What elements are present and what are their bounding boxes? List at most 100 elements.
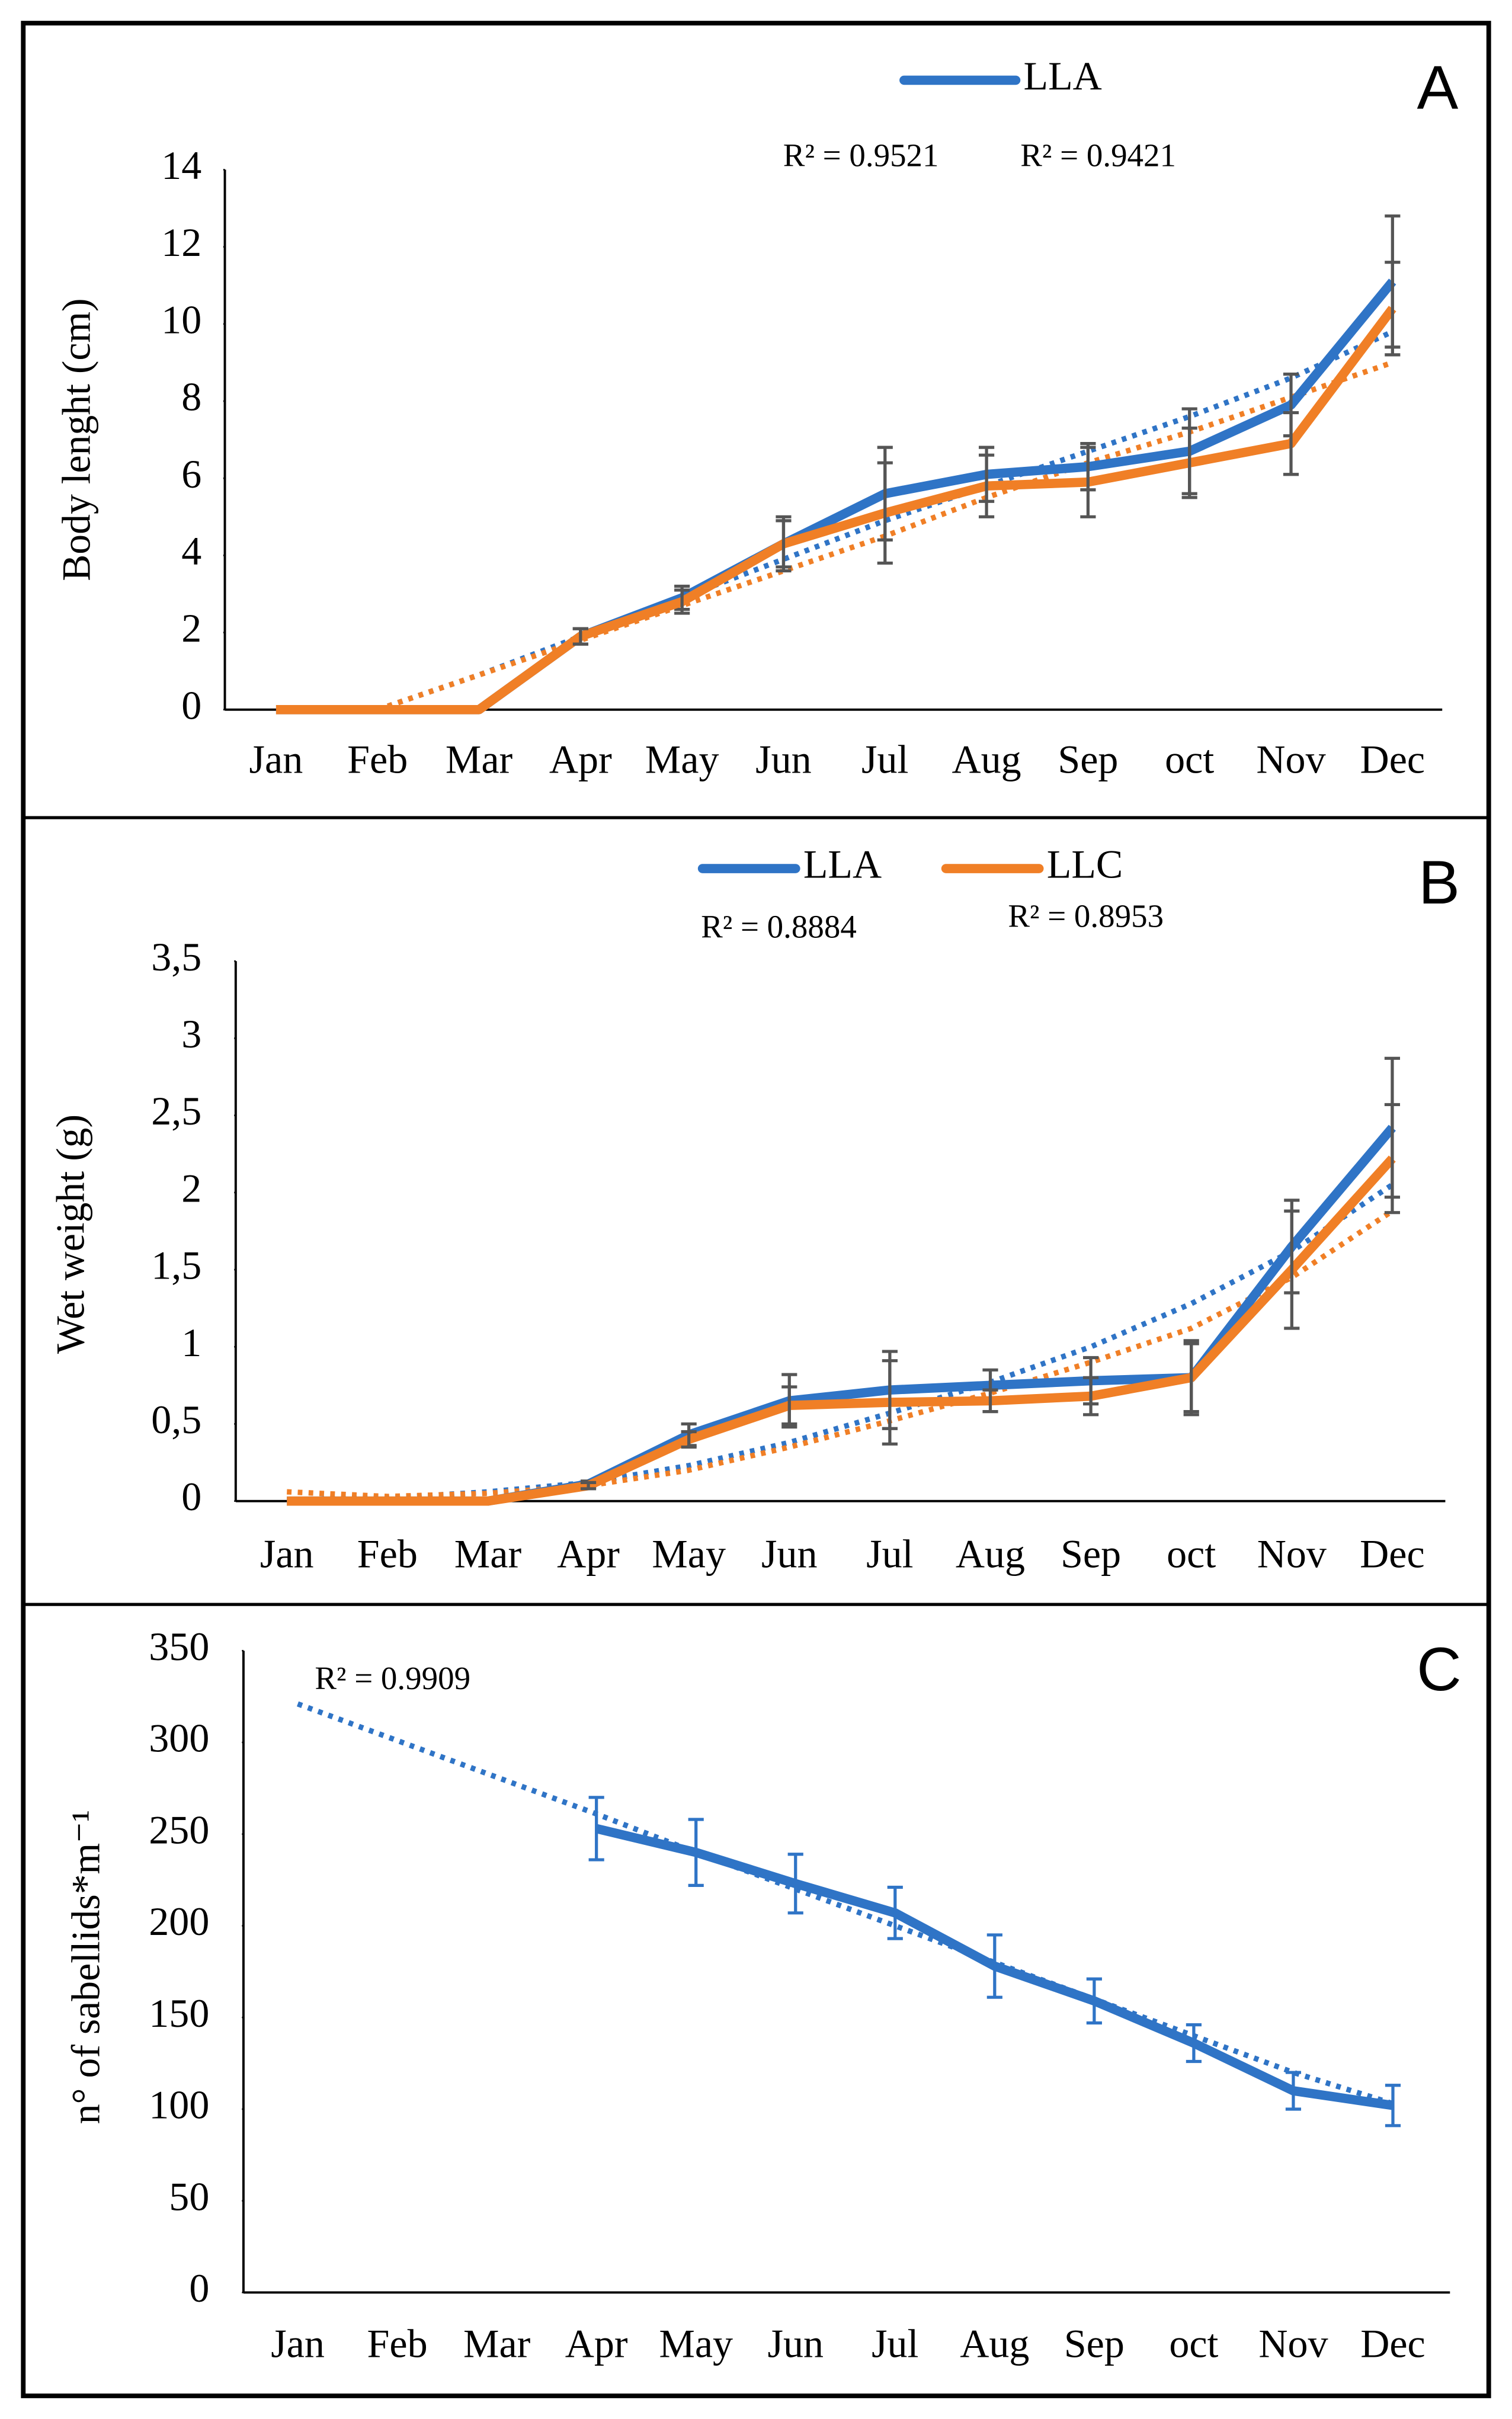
annotation: R² = 0.9521 (783, 137, 939, 174)
series-line (276, 278, 1396, 715)
error-bar (588, 1796, 604, 1861)
x-tick-label: Dec (1360, 1532, 1425, 1577)
y-tick-label: 100 (149, 2083, 209, 2128)
y-axis-title: Wet weight (g) (48, 1114, 92, 1354)
panel-label: C (1417, 1635, 1462, 1704)
y-tick-label: 0 (181, 684, 201, 728)
frame (21, 21, 1491, 2398)
x-tick-label: Dec (1360, 738, 1425, 782)
error-bar (1183, 1342, 1199, 1414)
error-bar (1080, 446, 1096, 518)
legend-label: LLA (1024, 54, 1102, 98)
x-tick-label: Aug (956, 1532, 1025, 1577)
error-bar (986, 1933, 1002, 1999)
y-tick-label: 10 (161, 298, 201, 342)
y-tick-label: 0,5 (151, 1398, 201, 1442)
x-tick-label: Jun (767, 2322, 824, 2366)
x-tick-label: Jan (249, 738, 303, 782)
error-bar (1086, 1977, 1102, 2025)
x-tick-label: May (652, 1532, 726, 1577)
y-tick-label: 200 (149, 1899, 209, 1944)
x-tick-label: Jan (271, 2322, 325, 2366)
annotation: R² = 0.9421 (1020, 137, 1176, 174)
x-tick-label: Apr (557, 1532, 620, 1577)
y-tick-label: 350 (149, 1625, 209, 1669)
x-tick-label: oct (1167, 1532, 1216, 1577)
error-bar (572, 627, 588, 646)
y-tick-label: 2 (181, 606, 201, 651)
x-tick-label: Jul (861, 738, 908, 782)
y-tick-label: 0 (181, 1475, 201, 1519)
error-bar (1385, 2084, 1401, 2128)
trendline (376, 360, 1394, 713)
error-bar (681, 1430, 697, 1449)
error-bar (982, 1388, 998, 1414)
error-bar (776, 519, 792, 569)
error-bar (1385, 261, 1401, 357)
x-tick-label: May (659, 2322, 733, 2366)
error-bar (1285, 2071, 1302, 2111)
panel-label: A (1417, 53, 1458, 123)
error-bar (688, 1818, 704, 1888)
x-tick-label: Feb (357, 1532, 418, 1577)
y-tick-label: 250 (149, 1808, 209, 1852)
x-tick-label: Dec (1360, 2322, 1425, 2366)
x-tick-label: Feb (367, 2322, 428, 2366)
trendline (287, 1209, 1394, 1500)
y-tick-label: 14 (161, 143, 201, 188)
x-tick-label: Apr (565, 2322, 628, 2366)
annotation: R² = 0.9909 (315, 1660, 470, 1696)
x-tick-label: Jul (872, 2322, 918, 2366)
error-bar (1186, 2023, 1202, 2064)
x-tick-label: oct (1165, 738, 1214, 782)
error-bar (887, 1885, 903, 1940)
x-tick-label: Sep (1061, 1532, 1121, 1577)
x-tick-label: Nov (1257, 1532, 1327, 1577)
y-tick-label: 1 (181, 1321, 201, 1365)
x-tick-label: Jun (761, 1532, 818, 1577)
legend-label: LLA (803, 842, 882, 887)
x-tick-label: Apr (549, 738, 612, 782)
x-tick-label: Aug (952, 738, 1021, 782)
error-bar (1283, 411, 1299, 476)
y-tick-label: 50 (169, 2174, 209, 2219)
y-tick-label: 2 (181, 1167, 201, 1211)
error-bar (787, 1853, 803, 1915)
x-tick-label: Jul (866, 1532, 913, 1577)
x-tick-label: Mar (446, 738, 512, 782)
error-bar (1284, 1209, 1300, 1330)
error-bar (1181, 426, 1197, 499)
y-tick-label: 8 (181, 375, 201, 419)
y-tick-label: 150 (149, 1991, 209, 2036)
error-bar (1384, 1103, 1401, 1215)
y-axis-title: n° of sabellids*m⁻¹ (63, 1810, 108, 2124)
trendline (296, 1701, 1394, 2107)
series-line (287, 1124, 1396, 1506)
x-tick-label: Nov (1258, 2322, 1328, 2366)
x-tick-label: Jan (260, 1532, 314, 1577)
x-tick-label: Mar (454, 1532, 521, 1577)
x-tick-label: Feb (347, 738, 408, 782)
x-tick-label: Aug (960, 2322, 1029, 2366)
x-tick-label: Mar (463, 2322, 530, 2366)
y-tick-label: 0 (189, 2266, 209, 2311)
legend-label: LLC (1047, 842, 1123, 887)
y-tick-label: 3,5 (151, 935, 201, 979)
y-tick-label: 1,5 (151, 1244, 201, 1288)
annotation: R² = 0.8884 (701, 909, 857, 945)
error-bar (674, 588, 690, 615)
x-tick-label: Sep (1064, 2322, 1125, 2366)
error-bar (877, 461, 893, 565)
series-line (287, 1155, 1396, 1506)
y-axis-title: Body lenght (cm) (55, 298, 99, 581)
x-tick-label: Jun (755, 738, 812, 782)
y-tick-label: 3 (181, 1012, 201, 1056)
x-tick-label: Sep (1058, 738, 1118, 782)
y-tick-label: 12 (161, 220, 201, 265)
y-tick-label: 4 (181, 529, 201, 573)
x-tick-label: Nov (1256, 738, 1325, 782)
error-bar (1083, 1376, 1099, 1417)
annotation: R² = 0.8953 (1008, 898, 1164, 934)
panel-label: B (1418, 848, 1460, 917)
